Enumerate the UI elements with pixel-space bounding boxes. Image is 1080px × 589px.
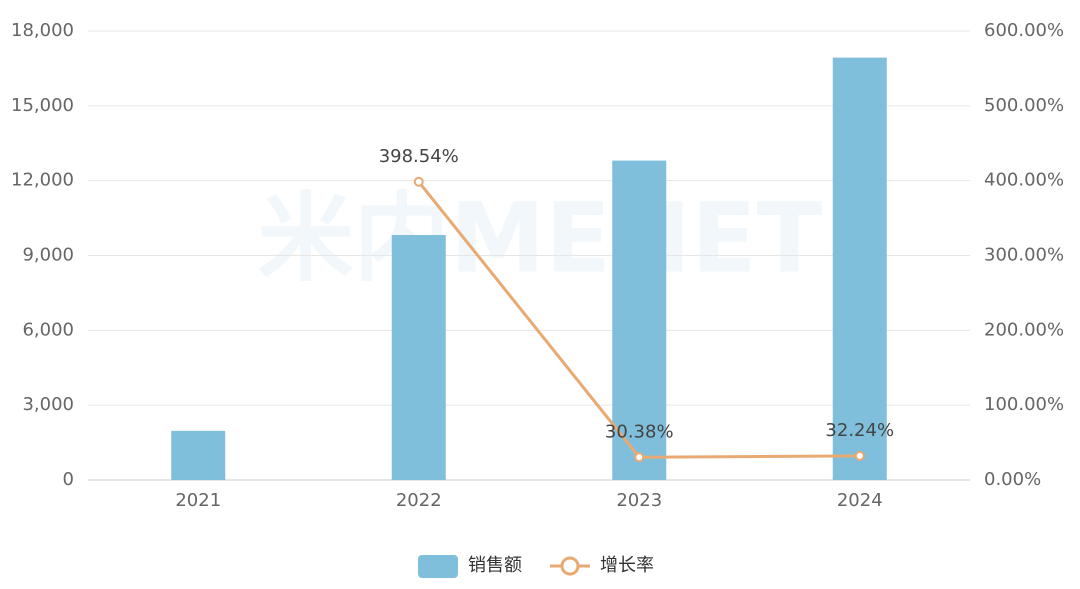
bar	[171, 430, 226, 480]
legend-label: 增长率	[600, 555, 654, 576]
y-tick-label: 15,000	[11, 95, 74, 116]
legend-swatch	[560, 556, 580, 576]
y-tick-label: 9,000	[22, 245, 74, 266]
bar	[612, 160, 667, 480]
line-point	[413, 176, 424, 187]
y2-tick-label: 100.00%	[984, 394, 1064, 415]
bar	[391, 235, 446, 480]
y-tick-label: 6,000	[22, 319, 74, 340]
value-label: 30.38%	[605, 421, 674, 442]
y-tick-label: 12,000	[11, 170, 74, 191]
y2-tick-label: 300.00%	[984, 245, 1064, 266]
x-tick-label: 2023	[616, 490, 662, 511]
y2-tick-label: 600.00%	[984, 20, 1064, 41]
x-tick-label: 2021	[175, 490, 221, 511]
value-label: 32.24%	[825, 420, 894, 441]
y2-tick-label: 400.00%	[984, 170, 1064, 191]
y2-tick-label: 0.00%	[984, 469, 1041, 490]
y-tick-label: 3,000	[22, 394, 74, 415]
bar	[832, 57, 887, 480]
x-tick-label: 2022	[396, 490, 442, 511]
value-label: 398.54%	[379, 146, 459, 167]
line-point	[634, 452, 645, 463]
y2-tick-label: 500.00%	[984, 95, 1064, 116]
legend-swatch	[418, 555, 458, 578]
line-point	[854, 450, 865, 461]
watermark: 米内MENET	[258, 182, 823, 294]
y-tick-label: 0	[63, 469, 74, 490]
legend-label: 销售额	[468, 555, 522, 576]
y-tick-label: 18,000	[11, 20, 74, 41]
y2-tick-label: 200.00%	[984, 319, 1064, 340]
x-tick-label: 2024	[837, 490, 883, 511]
